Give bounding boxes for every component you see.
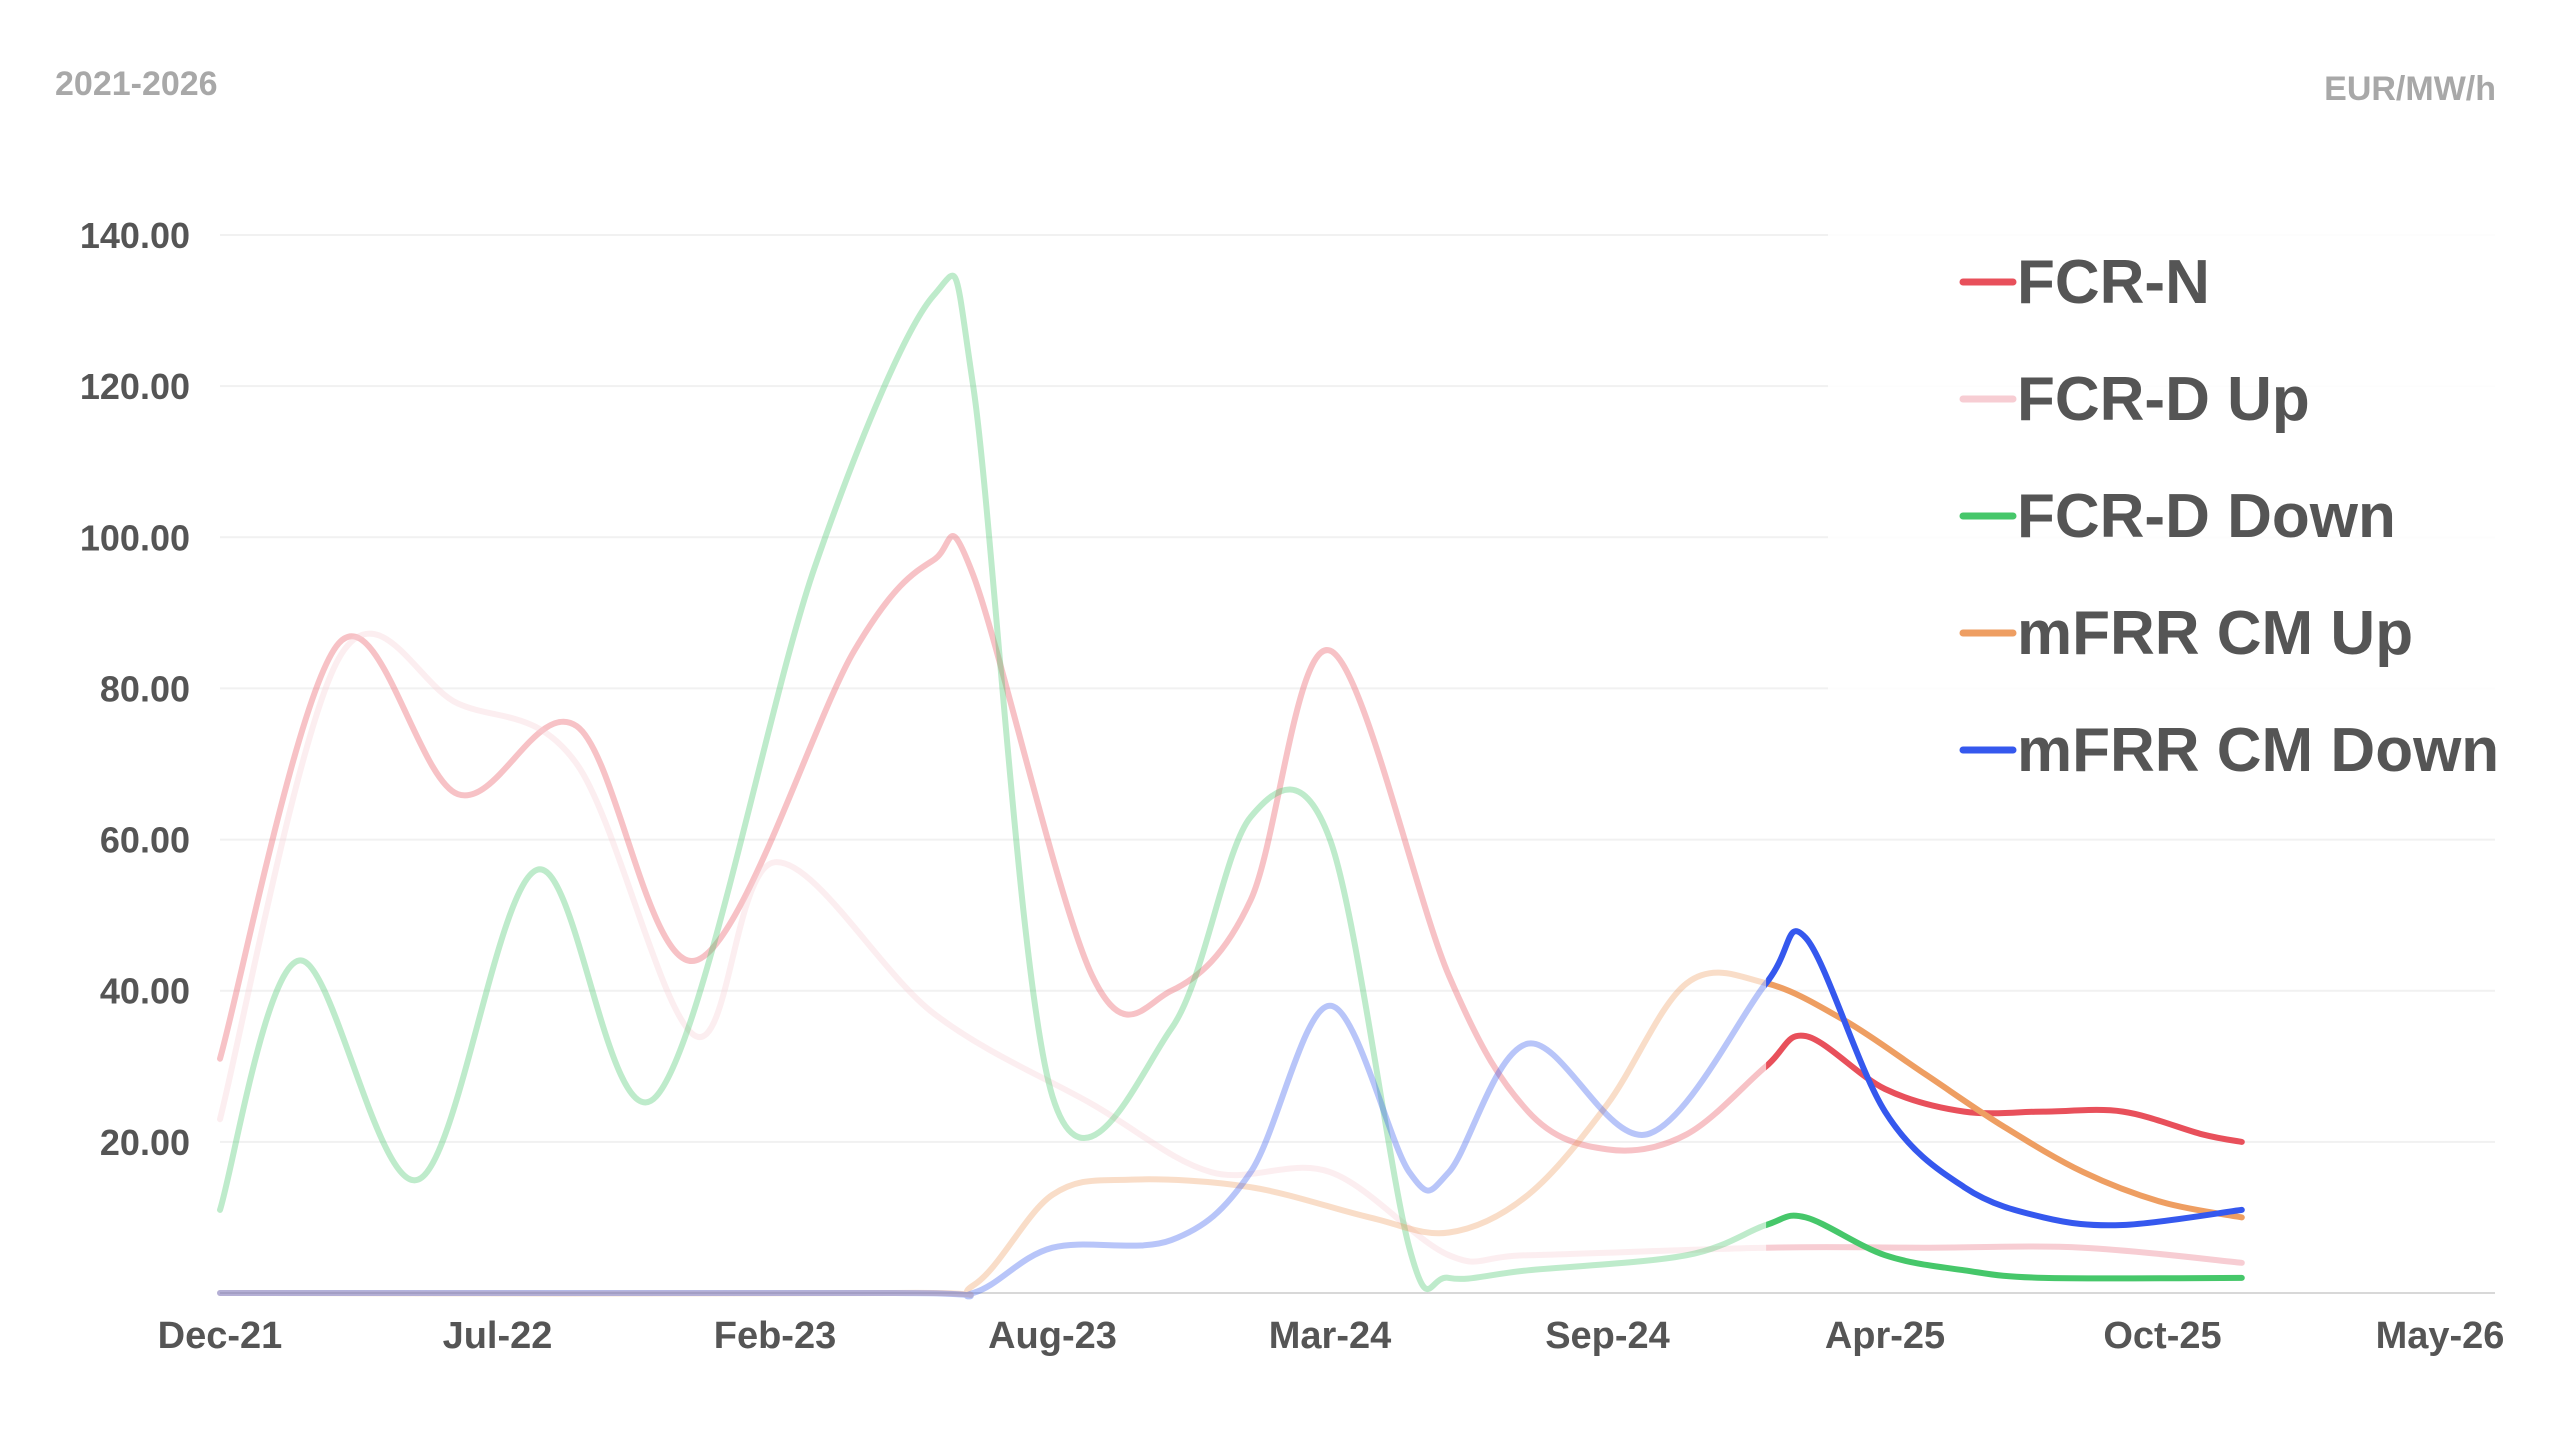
x-tick-label: Aug-23 xyxy=(988,1315,1117,1357)
x-tick-label: Apr-25 xyxy=(1825,1315,1945,1357)
y-tick-label: 140.00 xyxy=(80,215,190,256)
legend-background xyxy=(1828,232,2508,792)
series-line-history xyxy=(217,533,1767,1154)
series-mfrr-cm-down xyxy=(217,928,2245,1300)
x-axis: Dec-21 Jul-22 Feb-23 Aug-23 Mar-24 Sep-24 Apr-… xyxy=(158,1315,2505,1357)
y-axis: 20.00 40.00 60.00 80.00 100.00 120.00 140.00 xyxy=(80,215,190,1163)
legend-item[interactable]: FCR-D Up xyxy=(1959,365,2310,434)
legend-label: FCR-N xyxy=(2017,248,2210,317)
y-tick-label: 100.00 xyxy=(80,517,190,558)
y-tick-label: 120.00 xyxy=(80,366,190,407)
series-fcr-d-down xyxy=(217,272,2245,1292)
legend-item[interactable]: mFRR CM Down xyxy=(1959,716,2499,785)
y-tick-label: 40.00 xyxy=(100,971,190,1012)
gridlines xyxy=(220,234,2495,1294)
y-tick-label: 60.00 xyxy=(100,820,190,861)
series-mfrr-cm-up xyxy=(217,969,2245,1298)
series-line-history xyxy=(217,630,1767,1265)
plot-area xyxy=(217,272,2245,1300)
x-tick-label: Dec-21 xyxy=(158,1315,283,1357)
x-tick-label: May-26 xyxy=(2376,1315,2505,1357)
series-line-forecast xyxy=(1766,1243,2245,1266)
series-line-forecast xyxy=(1766,980,2245,1221)
y-tick-label: 80.00 xyxy=(100,668,190,709)
x-tick-label: Feb-23 xyxy=(714,1315,836,1357)
series-line-history xyxy=(217,969,1767,1298)
legend-label: FCR-D Down xyxy=(2017,482,2396,551)
legend-label: mFRR CM Up xyxy=(2017,599,2413,668)
series-line-history xyxy=(217,978,1767,1300)
x-tick-label: Sep-24 xyxy=(1545,1315,1670,1357)
legend-item[interactable]: mFRR CM Up xyxy=(1959,599,2413,668)
series-fcr-d-up xyxy=(217,630,2245,1266)
unit-label: EUR/MW/h xyxy=(2324,70,2496,108)
y-tick-label: 20.00 xyxy=(100,1122,190,1163)
x-tick-label: Oct-25 xyxy=(2103,1315,2221,1357)
series-line-history xyxy=(217,272,1767,1292)
x-tick-label: Mar-24 xyxy=(1269,1315,1392,1357)
legend-item[interactable]: FCR-D Down xyxy=(1959,482,2396,551)
legend-label: FCR-D Up xyxy=(2017,365,2310,434)
series-line-forecast xyxy=(1766,928,2245,1229)
legend: FCR-N FCR-D Up FCR-D Down mFRR CM Up mFRR CM… xyxy=(1828,232,2508,792)
legend-label: mFRR CM Down xyxy=(2017,716,2499,785)
legend-item[interactable]: FCR-N xyxy=(1959,248,2210,317)
period-label: 2021-2026 xyxy=(55,65,218,103)
x-tick-label: Jul-22 xyxy=(443,1315,553,1357)
series-line-forecast xyxy=(1766,1212,2245,1282)
